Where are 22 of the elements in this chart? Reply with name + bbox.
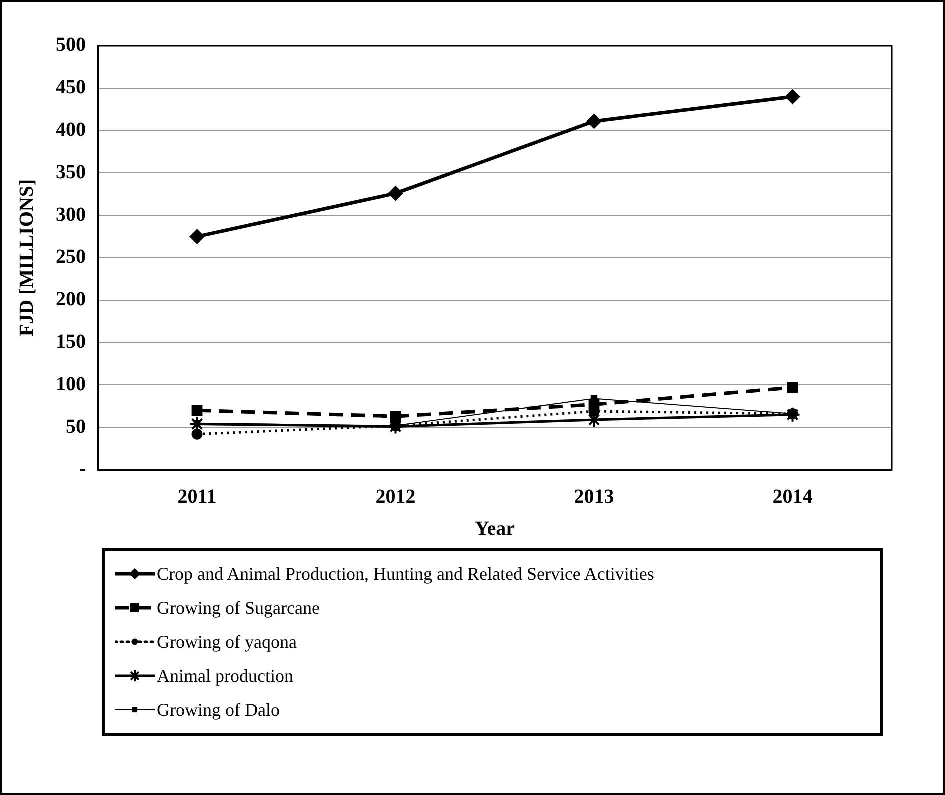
- x-tick-label: 2011: [178, 486, 217, 508]
- x-tick-label: 2014: [772, 486, 813, 508]
- y-tick-label: 400: [56, 118, 86, 141]
- y-tick-label: 350: [56, 161, 86, 184]
- y-tick-label: -: [79, 458, 86, 480]
- y-tick-label: 150: [56, 330, 86, 353]
- x-axis-title: Year: [475, 518, 516, 540]
- y-axis-title: FJD [MILLIONS]: [16, 179, 38, 337]
- y-tick-label: 450: [56, 76, 86, 99]
- y-tick-label: 50: [66, 416, 86, 438]
- legend-label: Growing of yaqona: [157, 632, 297, 652]
- legend-label: Growing of Dalo: [157, 700, 280, 720]
- y-tick-label: 300: [56, 204, 86, 226]
- y-tick-label: 200: [56, 288, 86, 311]
- y-tick-label: 500: [56, 34, 86, 56]
- legend-label: Animal production: [157, 666, 294, 686]
- legend-label: Crop and Animal Production, Hunting and Related Service Activities: [157, 564, 654, 584]
- legend-label: Growing of Sugarcane: [157, 598, 320, 618]
- x-tick-label: 2012: [376, 486, 416, 508]
- y-tick-label: 100: [56, 373, 86, 396]
- y-tick-label: 250: [56, 246, 86, 268]
- x-tick-label: 2013: [574, 486, 614, 508]
